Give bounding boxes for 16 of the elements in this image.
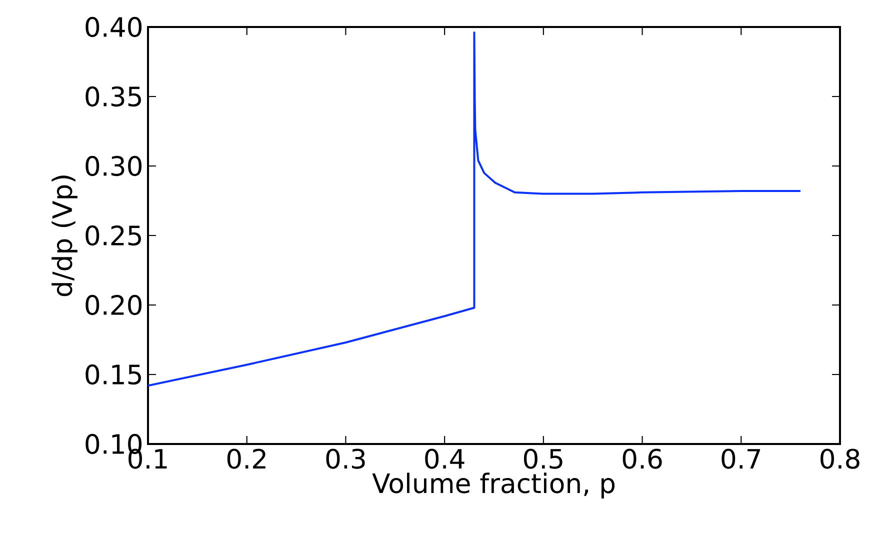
y-axis-title: d/dp (Vp) bbox=[52, 176, 78, 296]
y-tick-label: 0.25 bbox=[86, 225, 141, 246]
x-tick-label: 0.6 bbox=[622, 448, 662, 469]
line-series bbox=[148, 32, 802, 387]
y-tick-label: 0.20 bbox=[86, 294, 142, 316]
x-tick-label: 0.3 bbox=[326, 448, 365, 469]
x-tick-label: 0.2 bbox=[227, 448, 266, 469]
x-tick-label: 0.4 bbox=[425, 448, 464, 469]
x-tick-label: 0.5 bbox=[524, 448, 562, 469]
x-tick-label: 0.8 bbox=[820, 448, 860, 469]
x-tick-label: 0.7 bbox=[722, 448, 760, 469]
y-tick-label: 0.30 bbox=[86, 156, 142, 176]
y-tick-label: 0.35 bbox=[86, 86, 141, 107]
y-tick-label: 0.15 bbox=[86, 364, 141, 385]
x-axis-title: Volume fraction, p bbox=[372, 472, 615, 498]
y-tick-label: 0.40 bbox=[86, 16, 142, 38]
